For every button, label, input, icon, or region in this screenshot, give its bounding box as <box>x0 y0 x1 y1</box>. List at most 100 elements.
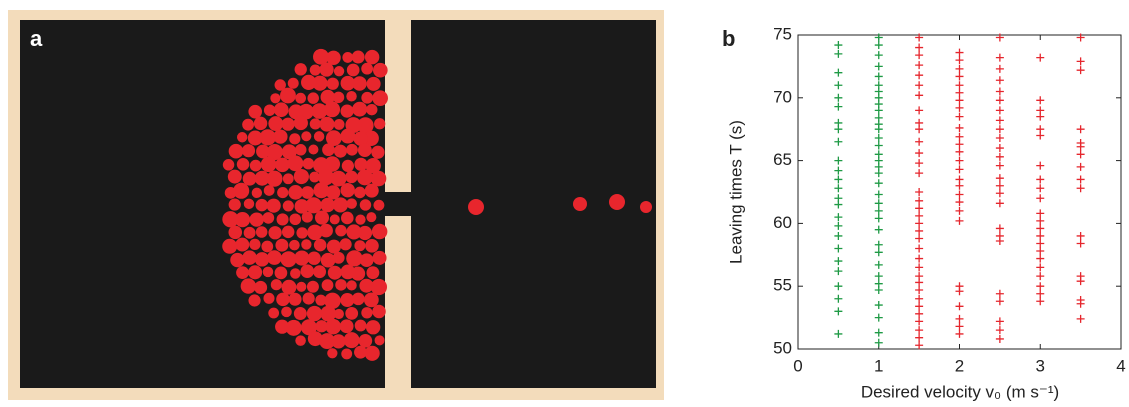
pedestrian <box>364 183 379 198</box>
plus-marker <box>995 125 1004 134</box>
pedestrian <box>248 104 263 119</box>
x-tick-label: 0 <box>793 356 802 375</box>
plus-marker <box>1076 33 1085 42</box>
pedestrian <box>301 239 312 250</box>
plus-marker <box>995 96 1004 105</box>
plus-marker <box>915 149 924 158</box>
pedestrian <box>340 182 355 198</box>
pedestrian <box>300 264 315 278</box>
plus-marker <box>874 51 883 60</box>
pedestrian <box>268 307 280 319</box>
pedestrian <box>331 334 346 349</box>
plus-marker <box>915 226 924 235</box>
plus-marker <box>915 326 924 335</box>
pedestrian <box>345 170 358 184</box>
pedestrian <box>254 280 268 294</box>
pedestrian <box>326 185 341 200</box>
pedestrian <box>320 252 336 268</box>
plus-marker <box>915 61 924 70</box>
pedestrian <box>287 155 304 172</box>
plus-marker <box>1036 53 1045 62</box>
plus-marker <box>995 181 1004 190</box>
plus-marker <box>874 260 883 269</box>
plus-marker <box>995 199 1004 208</box>
plus-marker <box>834 41 843 50</box>
pedestrian <box>233 182 250 199</box>
plus-marker <box>915 219 924 228</box>
plus-marker <box>874 72 883 81</box>
pedestrian <box>276 292 290 307</box>
plus-marker <box>1036 272 1045 281</box>
pedestrian <box>358 333 373 348</box>
pedestrian <box>313 182 330 199</box>
plus-marker <box>995 236 1004 245</box>
pedestrian <box>468 199 484 215</box>
y-tick-label: 70 <box>773 87 792 106</box>
pedestrian <box>288 292 302 306</box>
pedestrian <box>351 50 365 64</box>
plus-marker <box>915 196 924 205</box>
pedestrian <box>242 118 255 131</box>
plus-marker <box>915 91 924 100</box>
pedestrian <box>308 144 319 155</box>
pedestrian <box>319 333 336 350</box>
plus-marker <box>834 257 843 266</box>
plus-marker <box>874 199 883 208</box>
pedestrian <box>270 279 282 291</box>
pedestrian <box>315 294 327 306</box>
plus-marker <box>834 329 843 338</box>
plus-marker <box>995 133 1004 142</box>
plus-marker <box>1076 299 1085 308</box>
pedestrian <box>340 128 356 144</box>
y-tick-label: 50 <box>773 338 792 357</box>
plus-marker <box>955 81 964 90</box>
plus-marker <box>915 234 924 243</box>
pedestrian <box>280 87 296 104</box>
pedestrian <box>254 252 270 267</box>
pedestrian <box>241 144 256 158</box>
x-tick-label: 4 <box>1116 356 1125 375</box>
pedestrian <box>361 62 374 75</box>
pedestrian <box>320 305 337 322</box>
pedestrian <box>248 294 261 307</box>
plus-marker <box>915 125 924 134</box>
plus-marker <box>1076 66 1085 75</box>
pedestrian <box>372 62 388 78</box>
pedestrian <box>266 170 283 187</box>
plus-marker <box>995 317 1004 326</box>
pedestrian <box>325 130 342 147</box>
plus-marker <box>834 221 843 230</box>
plus-marker <box>915 204 924 213</box>
pedestrian <box>327 348 338 359</box>
plus-marker <box>955 198 964 207</box>
plus-marker <box>995 161 1004 170</box>
plus-marker <box>995 64 1004 73</box>
pedestrian <box>346 143 358 156</box>
pedestrian <box>573 197 587 211</box>
plus-marker <box>834 125 843 134</box>
pedestrian <box>341 159 355 173</box>
pedestrian <box>273 102 289 118</box>
pedestrian <box>281 306 292 318</box>
plus-marker <box>834 166 843 175</box>
plus-marker <box>834 307 843 316</box>
pedestrian <box>236 266 249 280</box>
pedestrian <box>275 319 290 334</box>
pedestrian <box>335 279 347 291</box>
plus-marker <box>955 181 964 190</box>
plus-marker <box>834 175 843 184</box>
plus-marker <box>874 285 883 294</box>
plus-marker <box>874 301 883 310</box>
plus-marker <box>1036 263 1045 272</box>
plus-marker <box>915 211 924 220</box>
pedestrian <box>301 211 313 223</box>
pedestrian <box>372 250 387 265</box>
pedestrian <box>289 239 300 251</box>
plus-marker <box>995 189 1004 198</box>
plus-marker <box>1076 175 1085 184</box>
pedestrian <box>332 251 345 264</box>
plus-marker <box>915 254 924 263</box>
plus-marker <box>995 334 1004 343</box>
pedestrian <box>320 197 335 213</box>
plus-marker <box>1036 209 1045 218</box>
